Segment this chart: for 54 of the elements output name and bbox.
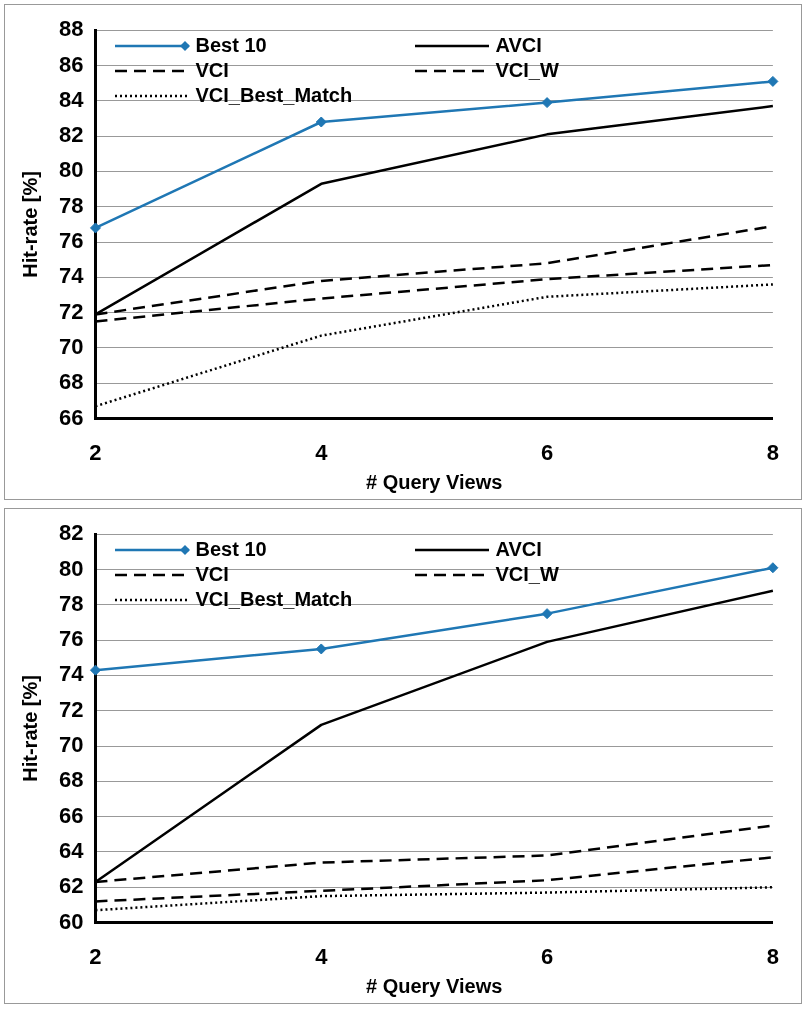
point bbox=[89, 664, 101, 676]
y-tick-label: 82 bbox=[58, 520, 84, 546]
y-tick-label: 68 bbox=[58, 767, 84, 793]
y-tick-label: 72 bbox=[58, 298, 84, 324]
legend-label: VCI bbox=[195, 59, 229, 83]
legend-label: VCI_Best_Match bbox=[195, 588, 353, 612]
legend-label: Best 10 bbox=[195, 34, 267, 58]
y-axis-title: Hit-rate [%] bbox=[18, 171, 41, 278]
point bbox=[541, 608, 553, 620]
point bbox=[767, 562, 779, 574]
y-tick-label: 70 bbox=[58, 732, 84, 758]
x-tick-label: 8 bbox=[766, 439, 780, 465]
y-tick-label: 82 bbox=[58, 122, 84, 148]
y-tick-label: 78 bbox=[58, 192, 84, 218]
legend-label: VCI_Best_Match bbox=[195, 84, 353, 108]
y-tick-label: 66 bbox=[58, 404, 84, 430]
y-tick-label: 74 bbox=[58, 661, 85, 687]
y-tick-label: 74 bbox=[58, 263, 85, 289]
point bbox=[767, 75, 779, 87]
y-tick-label: 64 bbox=[58, 838, 85, 864]
y-tick-label: 72 bbox=[58, 696, 84, 722]
y-axis-title: Hit-rate [%] bbox=[18, 675, 41, 782]
point bbox=[315, 116, 327, 128]
legend-label: AVCI bbox=[495, 538, 542, 562]
point bbox=[89, 222, 101, 234]
y-tick-label: 80 bbox=[58, 555, 84, 581]
y-tick-label: 84 bbox=[58, 86, 85, 112]
x-tick-label: 6 bbox=[540, 943, 554, 969]
x-tick-label: 4 bbox=[315, 439, 329, 465]
y-tick-label: 80 bbox=[58, 157, 84, 183]
y-tick-label: 66 bbox=[58, 802, 84, 828]
x-axis-title: # Query Views bbox=[365, 974, 503, 997]
x-tick-label: 8 bbox=[766, 943, 780, 969]
x-tick-label: 2 bbox=[89, 943, 102, 969]
y-tick-label: 78 bbox=[58, 590, 84, 616]
y-tick-label: 86 bbox=[58, 51, 84, 77]
legend-label: VCI_W bbox=[495, 59, 559, 83]
y-tick-label: 76 bbox=[58, 626, 84, 652]
x-tick-label: 6 bbox=[540, 439, 554, 465]
y-tick-label: 68 bbox=[58, 369, 84, 395]
y-tick-label: 62 bbox=[58, 873, 84, 899]
point bbox=[315, 643, 327, 655]
y-tick-label: 76 bbox=[58, 228, 84, 254]
x-tick-label: 2 bbox=[89, 439, 102, 465]
point bbox=[541, 97, 553, 109]
legend-label: AVCI bbox=[495, 34, 542, 58]
x-tick-label: 4 bbox=[315, 943, 329, 969]
legend-label: VCI_W bbox=[495, 563, 559, 587]
legend-label: VCI bbox=[195, 563, 229, 587]
x-axis-title: # Query Views bbox=[365, 470, 503, 493]
y-tick-label: 70 bbox=[58, 334, 84, 360]
y-tick-label: 60 bbox=[58, 908, 84, 934]
legend-label: Best 10 bbox=[195, 538, 267, 562]
y-tick-label: 88 bbox=[58, 16, 84, 42]
